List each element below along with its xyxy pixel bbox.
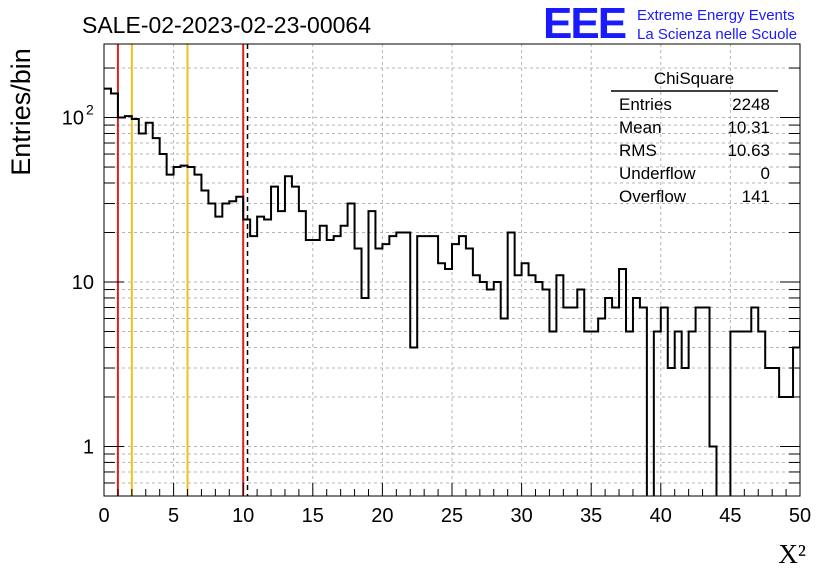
y-axis-label: Entries/bin (6, 48, 36, 176)
x-tick-labels: 0 5 10 15 20 25 30 35 40 45 50 (98, 505, 811, 527)
plot-frame (103, 43, 801, 497)
logo-line2: La Scienza nelle Scuole (637, 26, 797, 43)
y-tick-label: 10 (72, 272, 94, 294)
x-tick-label: 0 (98, 505, 109, 527)
axis-ticks (103, 67, 801, 497)
eee-logo: EEE Extreme Energy Events La Scienza nel… (543, 0, 797, 48)
stats-value-rms: 10.63 (727, 141, 770, 160)
stats-value-entries: 2248 (732, 95, 770, 114)
stats-label-underflow: Underflow (619, 164, 696, 183)
y-tick-label-exponent: 2 (86, 102, 94, 118)
x-axis-label: X² (778, 539, 806, 569)
y-tick-label: 10 (62, 108, 84, 130)
stats-label-overflow: Overflow (619, 187, 687, 206)
x-tick-label: 20 (371, 505, 393, 527)
x-tick-label: 5 (168, 505, 179, 527)
x-tick-label: 15 (302, 505, 324, 527)
cut-lines (116, 44, 249, 496)
x-tick-label: 50 (789, 505, 811, 527)
stats-value-overflow: 141 (742, 187, 770, 206)
stats-title: ChiSquare (654, 69, 734, 88)
stats-label-mean: Mean (619, 118, 662, 137)
logo-mark: EEE (543, 0, 626, 48)
histogram (104, 87, 800, 496)
x-tick-label: 45 (719, 505, 741, 527)
chart-title: SALE-02-2023-02-23-00064 (82, 12, 371, 38)
y-tick-label: 1 (83, 436, 94, 458)
stats-value-mean: 10.31 (727, 118, 770, 137)
stats-label-entries: Entries (619, 95, 672, 114)
grid (104, 44, 800, 497)
x-tick-label: 10 (232, 505, 254, 527)
x-tick-label: 25 (441, 505, 463, 527)
x-tick-label: 30 (510, 505, 532, 527)
logo-line1: Extreme Energy Events (637, 7, 795, 24)
histogram-line (104, 87, 800, 496)
stats-label-rms: RMS (619, 141, 657, 160)
x-tick-label: 40 (650, 505, 672, 527)
stats-value-underflow: 0 (761, 164, 770, 183)
x-tick-label: 35 (580, 505, 602, 527)
stats-box: ChiSquare Entries 2248 Mean 10.31 RMS 10… (611, 69, 778, 206)
